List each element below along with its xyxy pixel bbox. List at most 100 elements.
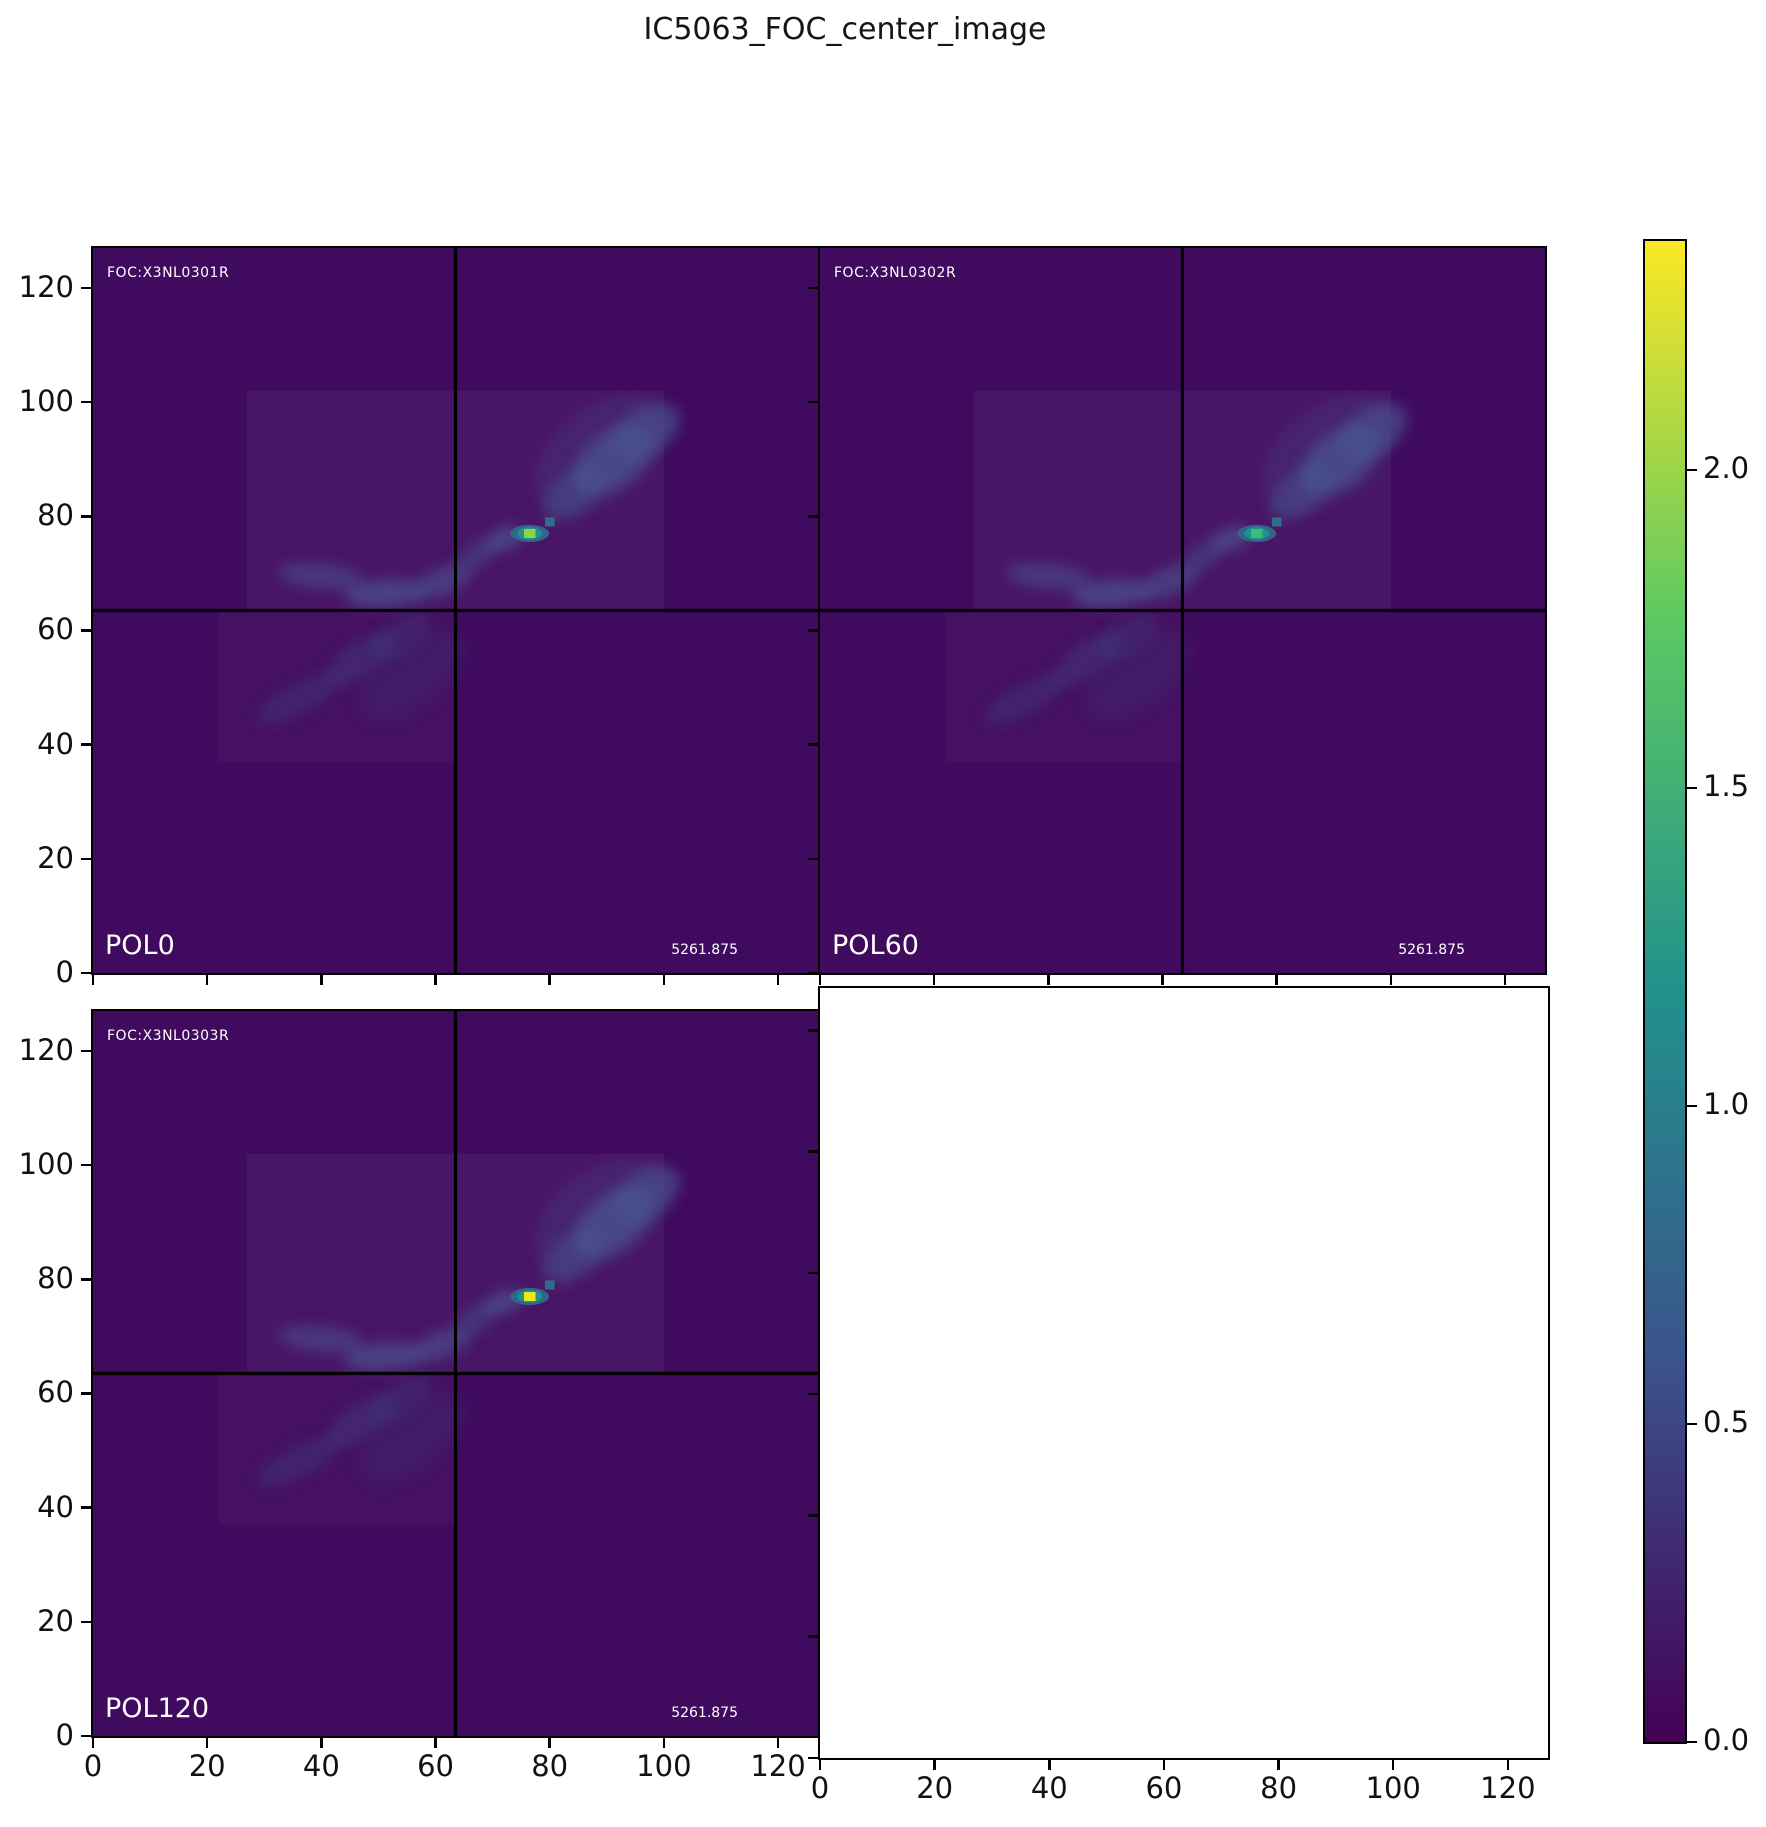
y-tick-label: 40 [37, 1489, 74, 1524]
figure-title: IC5063_FOC_center_image [643, 12, 1047, 47]
pol0-label: POL0 [105, 930, 175, 961]
pol0-wavelength-label: 5261.875 [671, 942, 738, 958]
x-tick-label: 20 [188, 1749, 226, 1783]
pol0-foc-id-label: FOC:X3NL0301R [107, 265, 230, 281]
colorbar-tick-mark [1687, 468, 1697, 472]
y-tick-mark [808, 971, 818, 975]
x-tick-label: 60 [1145, 1771, 1183, 1805]
y-tick-mark [808, 286, 818, 290]
pol60-wavelength-label: 5261.875 [1398, 942, 1465, 958]
y-tick-label: 100 [18, 1147, 74, 1182]
y-tick-mark [808, 743, 818, 746]
y-tick-mark [81, 1278, 91, 1281]
y-tick-label: 80 [37, 498, 74, 533]
y-tick-mark [81, 1506, 91, 1509]
x-tick-mark [91, 1738, 95, 1748]
pol60-label: POL60 [832, 930, 919, 961]
x-tick-mark [1162, 1760, 1166, 1770]
y-tick-mark [81, 515, 91, 518]
pol120-image [93, 1011, 818, 1736]
x-tick-mark [1277, 1760, 1280, 1770]
x-tick-mark [1391, 1760, 1395, 1770]
y-tick-mark [808, 629, 818, 632]
x-tick-mark [205, 1738, 209, 1748]
colorbar-tick-label: 2.0 [1703, 450, 1750, 485]
y-tick-label: 40 [37, 726, 74, 761]
y-tick-label: 20 [37, 1603, 74, 1638]
y-tick-label: 120 [18, 1032, 74, 1067]
pol60-foc-id-label: FOC:X3NL0302R [834, 265, 957, 281]
x-tick-label: 40 [1030, 1771, 1068, 1805]
x-tick-mark [548, 1738, 551, 1748]
colorbar-tick-label: 1.5 [1703, 768, 1750, 803]
y-tick-label: 60 [37, 1375, 74, 1410]
x-tick-mark [320, 1738, 323, 1748]
x-tick-label: 60 [417, 1749, 454, 1783]
y-tick-mark [81, 1392, 91, 1395]
x-tick-mark [776, 975, 780, 985]
x-tick-mark [662, 975, 666, 985]
x-tick-mark [776, 1738, 780, 1748]
colorbar-tick-label: 0.5 [1703, 1404, 1750, 1439]
y-tick-mark [808, 515, 818, 518]
x-tick-label: 100 [636, 1749, 692, 1783]
x-tick-mark [818, 975, 822, 985]
y-tick-mark [808, 1392, 818, 1396]
panel-empty [808, 986, 1550, 1770]
x-tick-mark [434, 1738, 437, 1748]
y-tick-mark [81, 1049, 91, 1053]
y-tick-mark [808, 857, 818, 861]
x-tick-mark [1275, 975, 1278, 985]
y-tick-mark [81, 629, 91, 632]
y-tick-label: 100 [18, 384, 74, 419]
x-tick-label: 0 [810, 1771, 830, 1805]
x-tick-mark [548, 975, 551, 985]
pol120-wavelength-label: 5261.875 [671, 1705, 738, 1721]
y-tick-label: 0 [55, 1718, 74, 1752]
colorbar [1643, 239, 1697, 1744]
pol120-foc-id-label: FOC:X3NL0303R [107, 1028, 230, 1044]
y-tick-mark [808, 1271, 818, 1275]
x-tick-mark [91, 975, 95, 985]
y-tick-mark [808, 1029, 818, 1032]
y-tick-mark [81, 743, 91, 746]
pol0-image [93, 248, 818, 973]
x-tick-mark [1506, 1760, 1510, 1770]
y-tick-mark [81, 971, 91, 975]
colorbar-tick-label: 1.0 [1703, 1086, 1750, 1121]
x-tick-mark [205, 975, 209, 985]
y-tick-mark [81, 1620, 91, 1624]
x-tick-label: 120 [1480, 1771, 1536, 1805]
x-tick-mark [1389, 975, 1393, 985]
x-tick-mark [1047, 975, 1050, 985]
colorbar-tick-mark [1687, 1740, 1697, 1744]
x-tick-mark [818, 1760, 822, 1770]
x-tick-label: 0 [83, 1749, 103, 1783]
y-tick-mark [81, 857, 91, 861]
colorbar-tick-mark [1687, 786, 1697, 790]
x-tick-mark [1161, 975, 1164, 985]
x-tick-label: 20 [916, 1771, 954, 1805]
y-tick-mark [808, 1150, 818, 1153]
colorbar-tick-mark [1687, 1104, 1697, 1108]
y-tick-mark [81, 1163, 91, 1167]
x-tick-mark [933, 1760, 936, 1770]
colorbar-tick-label: 0.0 [1703, 1723, 1750, 1757]
y-tick-label: 80 [37, 1261, 74, 1296]
y-tick-mark [808, 1514, 818, 1517]
y-tick-label: 0 [55, 955, 74, 989]
y-tick-mark [808, 400, 818, 404]
colorbar-tick-mark [1687, 1422, 1697, 1426]
y-tick-mark [808, 1635, 818, 1638]
x-tick-label: 100 [1365, 1771, 1421, 1805]
x-tick-label: 80 [531, 1749, 569, 1783]
y-tick-label: 60 [37, 612, 74, 647]
x-tick-mark [1503, 975, 1507, 985]
y-tick-mark [81, 1734, 91, 1738]
x-tick-mark [434, 975, 437, 985]
y-tick-mark [81, 400, 91, 404]
pol120-label: POL120 [105, 1693, 210, 1724]
x-tick-mark [320, 975, 323, 985]
y-tick-label: 120 [18, 269, 74, 304]
